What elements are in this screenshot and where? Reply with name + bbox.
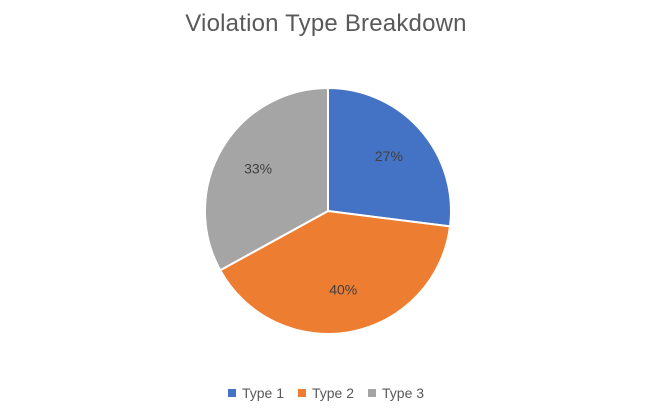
legend: Type 1 Type 2 Type 3 xyxy=(0,385,652,401)
data-label-type-1: 27% xyxy=(375,148,403,164)
pie-slice-type-2 xyxy=(219,210,452,335)
pie-slice-type-1 xyxy=(327,87,452,228)
legend-swatch-type-1 xyxy=(227,389,236,397)
data-label-type-2: 40% xyxy=(329,281,357,297)
data-label-type-3: 33% xyxy=(244,160,272,176)
pie-slice-type-3 xyxy=(204,87,329,272)
legend-swatch-type-2 xyxy=(297,389,306,397)
pie-data-labels: 27% 40% 33% xyxy=(244,148,403,297)
legend-label-type-3: Type 3 xyxy=(382,385,425,401)
legend-item-type-1: Type 1 xyxy=(227,385,284,401)
legend-item-type-3: Type 3 xyxy=(368,385,424,401)
legend-label-type-1: Type 1 xyxy=(241,385,284,401)
legend-label-type-2: Type 2 xyxy=(311,385,355,401)
legend-item-type-2: Type 2 xyxy=(297,385,355,401)
legend-swatch-type-3 xyxy=(368,389,377,397)
pie-slices xyxy=(204,87,452,335)
chart-title: Violation Type Breakdown xyxy=(185,10,467,37)
